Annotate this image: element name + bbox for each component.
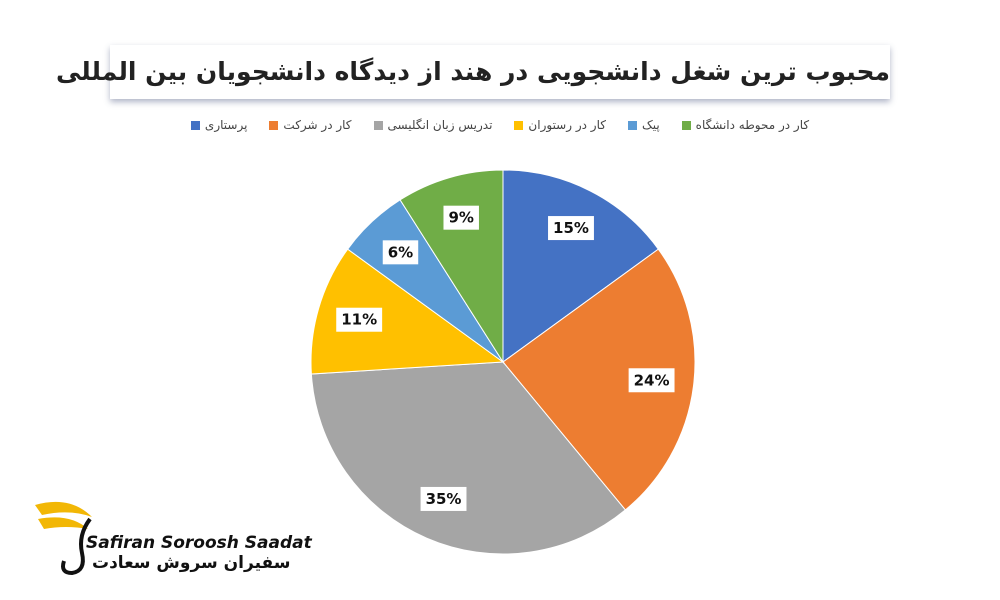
- logo-icon: [35, 501, 92, 576]
- data-label-box: [382, 240, 419, 265]
- pie-slice: [502, 248, 696, 511]
- data-label-box: [628, 368, 675, 393]
- legend-item: کار در رستوران: [514, 118, 606, 132]
- legend-swatch: [373, 120, 383, 130]
- legend-swatch: [681, 120, 691, 130]
- legend-swatch: [627, 120, 637, 130]
- legend-label: پیک: [641, 118, 660, 132]
- legend-swatch: [269, 120, 279, 130]
- pie-slice: [310, 248, 505, 375]
- data-label: 9%: [448, 209, 473, 227]
- data-label-box: [336, 307, 383, 332]
- chart-title: محبوب ترین شغل دانشجویی در هند از دیدگاه…: [56, 45, 890, 99]
- pie-slice: [502, 169, 660, 363]
- data-label-box: [548, 216, 594, 241]
- logo-persian: سفیران سروش سعادت: [92, 553, 291, 573]
- data-label: 24%: [634, 371, 670, 389]
- legend-label: کار در رستوران: [528, 118, 606, 132]
- legend-item: پیک: [627, 118, 660, 132]
- legend-item: کار در شرکت: [269, 118, 352, 132]
- legend-label: کار در شرکت: [283, 118, 352, 132]
- legend-item: کار در محوطه دانشگاه: [681, 118, 810, 132]
- legend-item: تدریس زبان انگلیسی: [373, 118, 493, 132]
- data-label: 35%: [426, 490, 462, 508]
- legend-label: پرستاری: [204, 118, 248, 132]
- pie-slice: [310, 361, 627, 555]
- logo-latin: Safiran Soroosh Saadat: [86, 533, 312, 553]
- data-label-box: [420, 486, 467, 511]
- data-label: 6%: [388, 243, 413, 261]
- data-label: 15%: [553, 219, 589, 237]
- legend-swatch: [514, 120, 524, 130]
- legend-label: کار در محوطه دانشگاه: [695, 118, 810, 132]
- data-label-box: [443, 205, 479, 230]
- legend-label: تدریس زبان انگلیسی: [387, 118, 493, 132]
- legend-item: پرستاری: [190, 118, 248, 132]
- legend: پرستاری کار در شرکت تدریس زبان انگلیسی کار …: [110, 118, 890, 132]
- data-label: 11%: [341, 311, 377, 329]
- legend-swatch: [190, 120, 200, 130]
